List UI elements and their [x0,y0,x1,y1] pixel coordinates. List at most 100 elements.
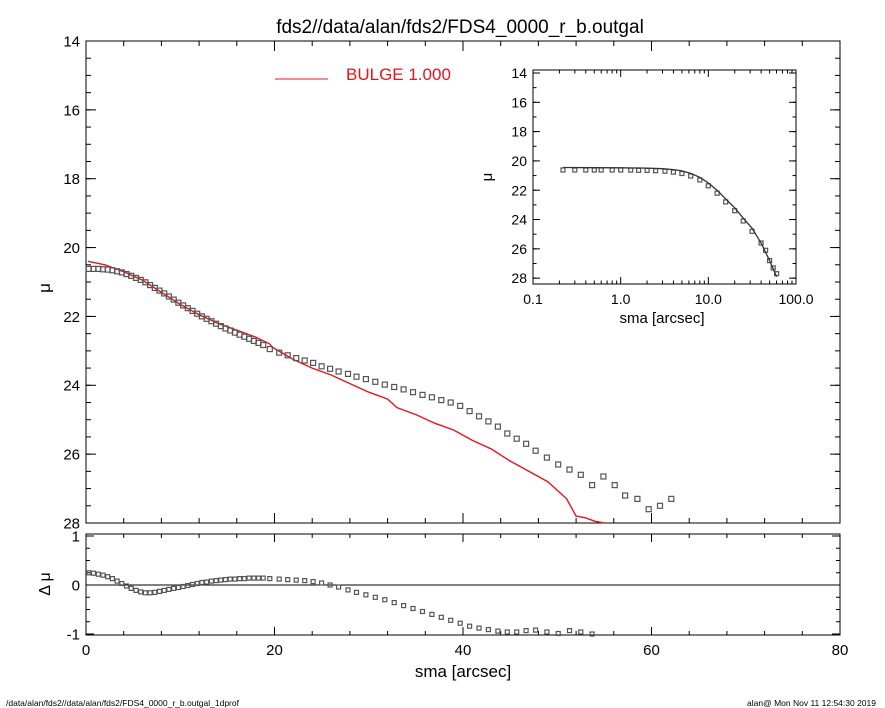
main-ticks: 14 16 18 20 22 24 26 28 [63,33,841,532]
x-tick-label: 1.0 [611,291,631,307]
data-point [344,370,352,377]
data-point [266,346,273,353]
data-point [260,575,266,581]
data-point [504,430,511,437]
data-point [175,584,181,591]
data-point [600,473,607,480]
data-point [142,590,148,596]
y-tick-label: 28 [511,270,527,286]
data-point [166,586,172,593]
data-point [577,471,584,478]
data-point [555,630,561,637]
y-tick-label: 26 [63,447,80,464]
data-point [208,578,214,584]
data-point [532,627,539,633]
data-point [589,631,595,637]
data-point [372,378,379,385]
data-point [457,402,464,409]
data-point [466,408,473,415]
data-point [161,587,167,594]
y-tick-label: 18 [63,171,80,188]
data-point [705,183,711,189]
data-point [293,355,300,362]
data-point [285,576,291,583]
data-point [246,575,252,581]
y-tick-label: 0 [72,577,80,594]
main-panel: 14 16 18 20 22 24 26 28 μ BULGE 1.000 [35,33,841,532]
data-point [232,576,238,582]
x-tick-label: 0 [82,642,90,659]
x-tick-label: 40 [455,642,472,659]
data-point [391,599,397,606]
footer-left: /data/alan/fds2//data/alan/fds2/FDS4_000… [6,698,240,708]
data-point [156,588,163,595]
data-point [419,608,426,615]
data-point [543,454,551,461]
data-point [109,575,116,582]
data-point [400,386,407,393]
data-point [86,570,92,576]
data-point [566,466,573,473]
data-point [372,594,378,600]
data-point [634,495,641,502]
y-tick-label: 28 [63,515,80,532]
residual-ticks: 0 20 40 60 80-101 [67,528,849,659]
y-tick-label: 26 [511,241,527,257]
data-point [485,418,492,425]
data-point [353,373,360,380]
inset-ylabel: μ [479,173,496,182]
data-point [138,589,144,595]
data-point [513,435,520,442]
data-point [566,627,573,634]
data-point [237,575,243,582]
data-point [429,611,435,618]
data-point [180,583,186,590]
data-point [222,576,229,583]
y-tick-label: 22 [63,309,80,326]
data-point [656,502,664,509]
y-tick-label: 20 [63,240,80,257]
data-point [318,363,325,370]
data-point [345,587,351,593]
data-point [447,399,454,406]
y-tick-label: 1 [72,528,80,545]
residual-ylabel: Δ μ [37,572,54,595]
y-tick-label: 24 [511,212,527,228]
inset-panel: 0.1 1.0 10.0 100.0 14 16 18 20 22 24 26 28 μ sma [a… [479,65,814,327]
data-point [645,506,652,513]
data-point [185,582,191,589]
data-point [476,625,482,631]
data-point [494,423,501,430]
x-tick-label: 20 [266,642,283,659]
data-point [523,627,529,634]
y-tick-label: 16 [63,102,80,119]
inset-xlabel: sma [arcsec] [619,310,704,327]
inset-ticks: 0.1 1.0 10.0 100.0 14 16 18 20 22 24 26 28 [511,65,813,307]
data-point [409,389,417,396]
data-point [353,589,360,596]
data-point [171,585,177,592]
data-point [327,582,333,588]
data-point [438,614,444,620]
data-point [319,580,325,586]
x-tick-label: 10.0 [695,291,722,307]
y-tick-label: 14 [511,65,527,81]
chart-title: fds2//data/alan/fds2/FDS4_0000_r_b.outga… [276,17,644,38]
main-series [85,260,675,524]
data-point [514,629,520,635]
data-point [293,577,299,583]
data-point [668,495,675,502]
data-point [485,626,491,633]
data-point [382,597,388,603]
inset-background [503,70,796,284]
data-point [218,577,224,583]
data-point [251,575,257,581]
data-point [611,482,618,489]
data-point [194,580,200,587]
data-point [170,296,177,303]
data-point [428,394,435,401]
data-point [133,587,139,594]
data-point [714,190,720,196]
residual-xlabel: sma [arcsec] [415,662,511,681]
